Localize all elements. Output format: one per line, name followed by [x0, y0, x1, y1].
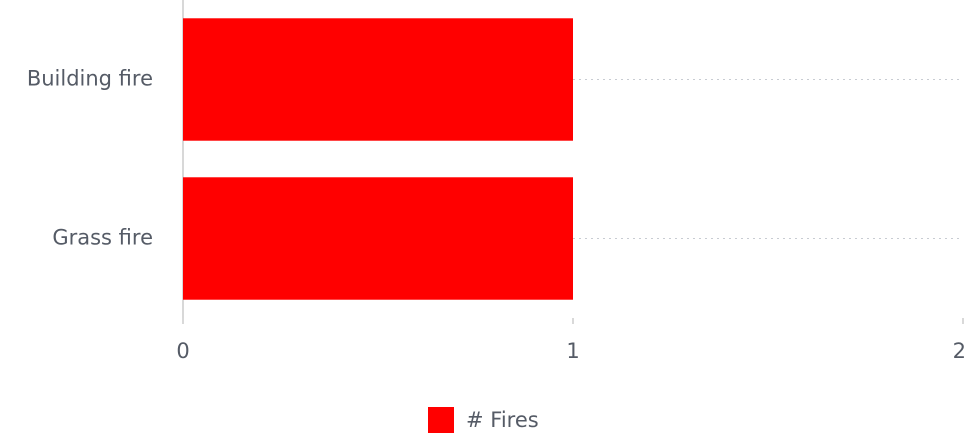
legend-label: # Fires: [466, 408, 539, 432]
legend-swatch: [428, 407, 454, 433]
x-tick-label: 2: [953, 339, 966, 363]
bar: [183, 18, 573, 141]
bar: [183, 177, 573, 300]
y-tick-label: Building fire: [27, 67, 153, 91]
y-tick-label: Grass fire: [52, 226, 153, 250]
x-tick-label: 0: [176, 339, 189, 363]
x-tick-label: 1: [566, 339, 579, 363]
